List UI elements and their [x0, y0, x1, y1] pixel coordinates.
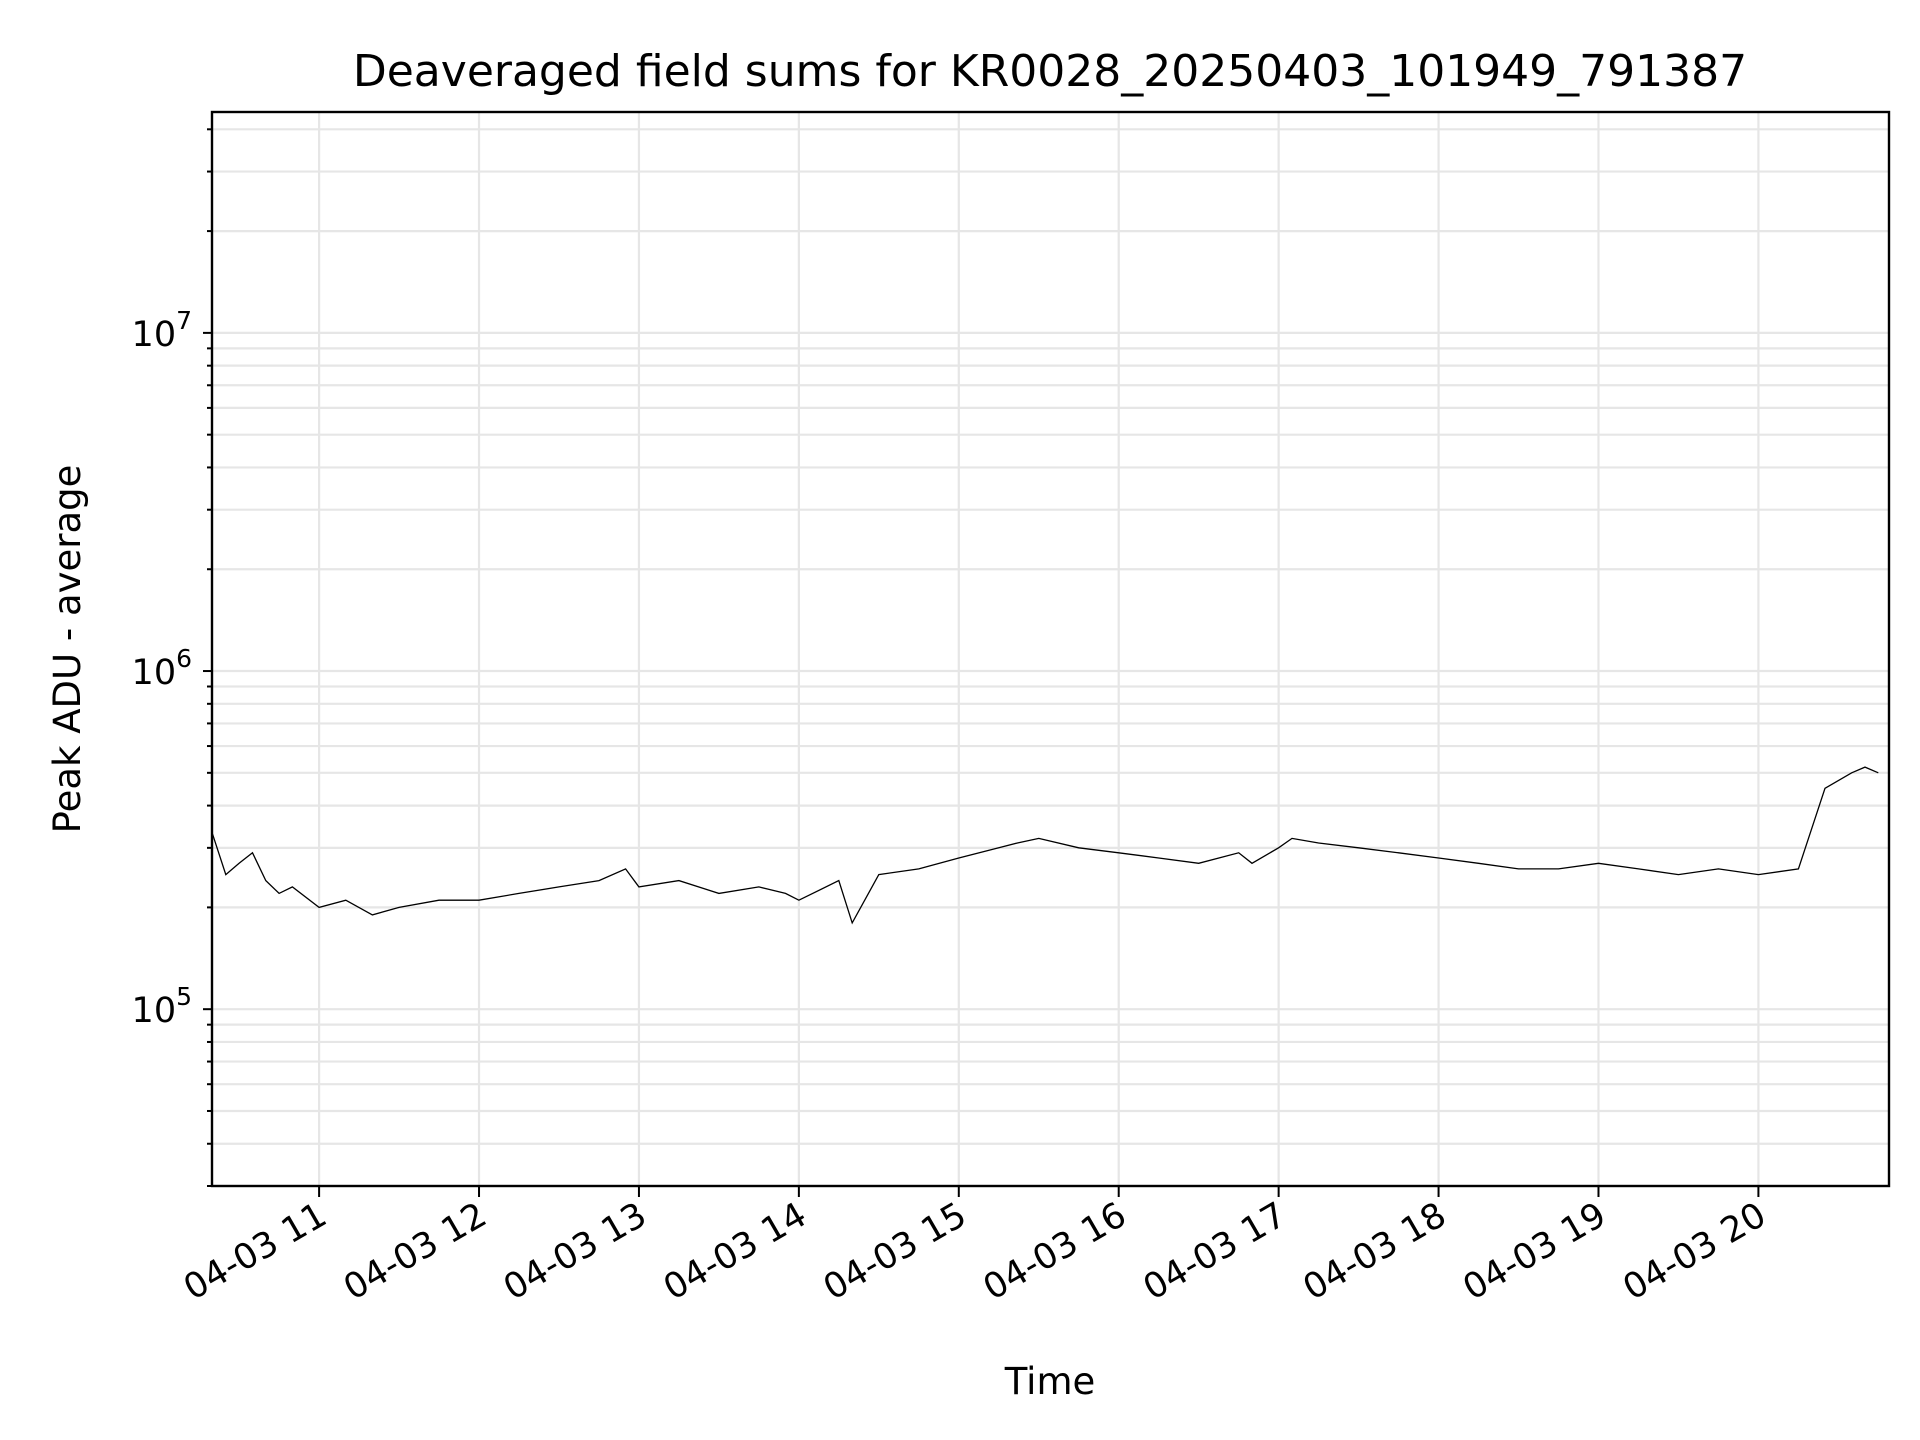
series-line: [211, 766, 1879, 925]
x-tick-label: 04-03 11: [177, 1195, 333, 1308]
y-axis-label: Peak ADU - average: [46, 465, 89, 834]
x-axis-label: Time: [1004, 1360, 1096, 1403]
x-tick-label: 04-03 18: [1297, 1195, 1453, 1308]
x-tick-label: 04-03 16: [977, 1195, 1133, 1308]
y-axis-ticks: 105 106 107: [132, 128, 212, 1187]
chart-title: Deaveraged field sums for KR0028_2025040…: [353, 46, 1747, 97]
x-tick-label: 04-03 13: [497, 1195, 653, 1308]
y-tick-label: 107: [132, 306, 192, 355]
x-tick-label: 04-03 14: [657, 1195, 813, 1308]
x-axis-ticks: 04-03 11 04-03 12 04-03 13 04-03 14 04-03 15…: [177, 1186, 1773, 1308]
grid-lines: [212, 112, 1889, 1188]
x-tick-label: 04-03 20: [1617, 1195, 1773, 1308]
x-tick-label: 04-03 15: [817, 1195, 973, 1308]
x-tick-label: 04-03 12: [337, 1195, 493, 1308]
y-tick-label: 105: [132, 982, 192, 1031]
x-tick-label: 04-03 19: [1457, 1195, 1613, 1308]
data-series: [211, 766, 1879, 925]
y-tick-label: 106: [132, 644, 192, 693]
x-tick-label: 04-03 17: [1137, 1195, 1293, 1308]
plot-frame: [210, 110, 1891, 1188]
